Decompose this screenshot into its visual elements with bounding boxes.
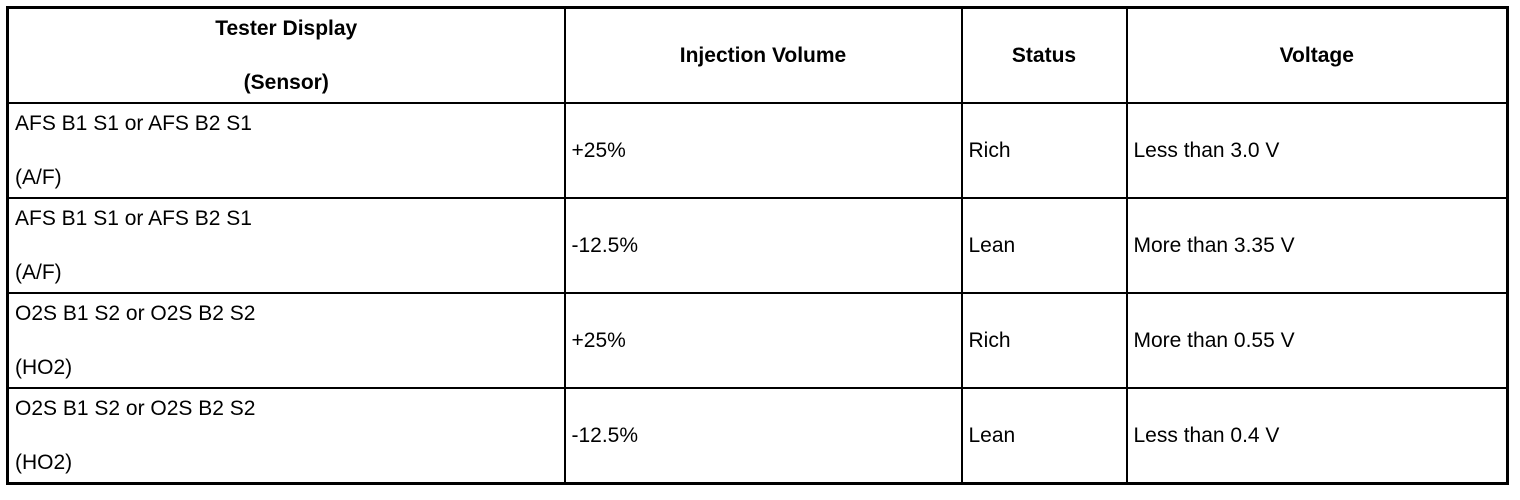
- cell-lines: AFS B1 S1 or AFS B2 S1 (A/F): [15, 112, 558, 190]
- header-row: Tester Display (Sensor) Injection Volume St…: [6, 6, 1509, 104]
- cell-line: (A/F): [15, 260, 62, 284]
- table-cell: More than 0.55 V: [1125, 292, 1509, 389]
- cell-lines: O2S B1 S2 or O2S B2 S2 (HO2): [15, 397, 558, 475]
- table-row: O2S B1 S2 or O2S B2 S2 (HO2) +25% Rich More …: [6, 292, 1509, 389]
- table-cell: +25%: [563, 292, 963, 389]
- table-cell: O2S B1 S2 or O2S B2 S2 (HO2): [6, 292, 566, 389]
- header-cell: Tester Display (Sensor): [6, 6, 566, 104]
- cell-line: Tester Display: [215, 16, 358, 40]
- header-cell: Voltage: [1125, 6, 1509, 104]
- table-cell: Lean: [960, 387, 1128, 485]
- cell-lines: AFS B1 S1 or AFS B2 S1 (A/F): [15, 207, 558, 285]
- cell-line: O2S B1 S2 or O2S B2 S2: [15, 301, 256, 325]
- table-cell: -12.5%: [563, 387, 963, 485]
- header-cell: Injection Volume: [563, 6, 963, 104]
- cell-line: (A/F): [15, 165, 62, 189]
- table-cell: Less than 0.4 V: [1125, 387, 1509, 485]
- table-cell: -12.5%: [563, 197, 963, 294]
- table-wrap: Tester Display (Sensor) Injection Volume St…: [6, 6, 1509, 485]
- table-cell: Rich: [960, 292, 1128, 389]
- table-cell: Less than 3.0 V: [1125, 102, 1509, 199]
- cell-line: (Sensor): [243, 70, 329, 94]
- table-cell: Lean: [960, 197, 1128, 294]
- cell-lines: Tester Display (Sensor): [15, 17, 558, 95]
- table-row: AFS B1 S1 or AFS B2 S1 (A/F) -12.5% Lean Mor…: [6, 197, 1509, 294]
- cell-line: AFS B1 S1 or AFS B2 S1: [15, 206, 252, 230]
- table-cell: AFS B1 S1 or AFS B2 S1 (A/F): [6, 197, 566, 294]
- table-row: AFS B1 S1 or AFS B2 S1 (A/F) +25% Rich Less …: [6, 102, 1509, 199]
- table-row: O2S B1 S2 or O2S B2 S2 (HO2) -12.5% Lean Les…: [6, 387, 1509, 485]
- table-cell: O2S B1 S2 or O2S B2 S2 (HO2): [6, 387, 566, 485]
- table-cell: +25%: [563, 102, 963, 199]
- table: Tester Display (Sensor) Injection Volume St…: [6, 6, 1509, 485]
- cell-line: AFS B1 S1 or AFS B2 S1: [15, 111, 252, 135]
- table-cell: More than 3.35 V: [1125, 197, 1509, 294]
- table-cell: AFS B1 S1 or AFS B2 S1 (A/F): [6, 102, 566, 199]
- cell-line: (HO2): [15, 450, 73, 474]
- header-cell: Status: [960, 6, 1128, 104]
- cell-lines: O2S B1 S2 or O2S B2 S2 (HO2): [15, 302, 558, 380]
- cell-line: (HO2): [15, 355, 73, 379]
- table-body: AFS B1 S1 or AFS B2 S1 (A/F) +25% Rich Less …: [6, 102, 1509, 485]
- table-cell: Rich: [960, 102, 1128, 199]
- cell-line: O2S B1 S2 or O2S B2 S2: [15, 396, 256, 420]
